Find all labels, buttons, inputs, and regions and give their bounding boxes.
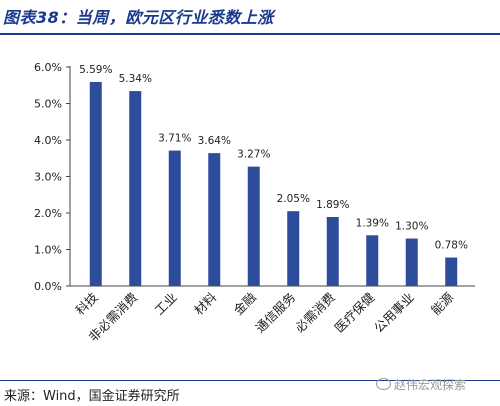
data-label: 3.27% bbox=[237, 149, 270, 161]
x-tick-label: 必需消费 bbox=[292, 290, 338, 336]
chart-title: 图表38：当周，欧元区行业悉数上涨 bbox=[3, 8, 274, 27]
bar bbox=[366, 235, 379, 286]
x-tick-label: 通信服务 bbox=[252, 290, 298, 336]
data-label: 5.34% bbox=[119, 73, 152, 85]
data-label: 1.30% bbox=[395, 221, 428, 233]
data-label: 2.05% bbox=[277, 193, 310, 205]
y-tick-label: 5.0% bbox=[34, 98, 62, 111]
bar bbox=[247, 166, 260, 286]
y-tick-label: 1.0% bbox=[34, 244, 62, 257]
x-tick-label: 工业 bbox=[152, 290, 180, 318]
bar bbox=[168, 150, 181, 286]
y-tick-label: 0.0% bbox=[34, 280, 62, 293]
title-divider bbox=[0, 33, 500, 35]
y-tick-label: 4.0% bbox=[34, 134, 62, 147]
bar bbox=[287, 211, 300, 286]
x-tick-label: 材料 bbox=[191, 289, 220, 318]
y-tick-label: 6.0% bbox=[34, 61, 62, 74]
data-label: 0.78% bbox=[435, 240, 468, 252]
bar bbox=[208, 153, 221, 286]
y-tick-label: 3.0% bbox=[34, 171, 62, 184]
watermark: 赵伟宏观探索 bbox=[376, 376, 466, 393]
data-label: 3.64% bbox=[198, 135, 231, 147]
x-tick-label: 金融 bbox=[231, 289, 260, 318]
bar bbox=[89, 81, 102, 286]
watermark-text: 赵伟宏观探索 bbox=[394, 378, 467, 392]
source-note: 来源：Wind，国金证券研究所 bbox=[4, 389, 180, 404]
bar bbox=[445, 257, 458, 286]
bar bbox=[326, 217, 339, 286]
data-label: 5.59% bbox=[79, 64, 112, 76]
bar bbox=[405, 238, 418, 286]
bar-chart: 0.0% 1.0% 2.0% 3.0% 4.0% 5.0% 6.0% 5.59% 科技 5.34%… bbox=[34, 61, 475, 344]
bar bbox=[129, 91, 142, 286]
wechat-icon bbox=[376, 378, 391, 390]
data-label: 3.71% bbox=[158, 133, 191, 145]
x-tick-label: 医疗保健 bbox=[331, 289, 377, 335]
x-tick-label: 公用事业 bbox=[371, 290, 417, 336]
x-tick-label: 能源 bbox=[428, 289, 457, 318]
data-label: 1.89% bbox=[316, 199, 349, 211]
source-divider bbox=[0, 380, 500, 381]
x-tick-label: 科技 bbox=[73, 289, 102, 318]
data-label: 1.39% bbox=[356, 217, 389, 229]
y-tick-label: 2.0% bbox=[34, 207, 62, 220]
